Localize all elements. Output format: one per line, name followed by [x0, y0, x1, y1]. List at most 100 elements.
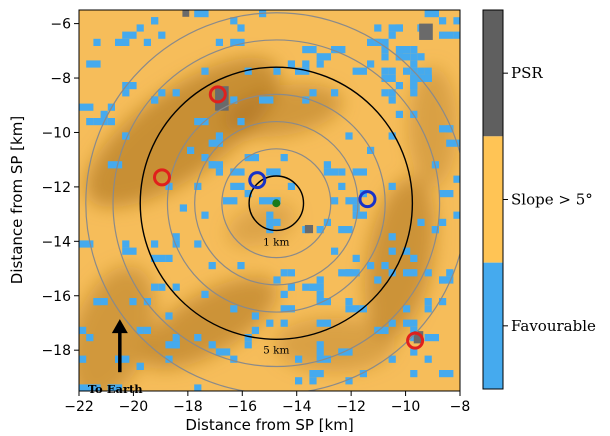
- favourable-pixel: [201, 154, 209, 162]
- favourable-pixel: [381, 89, 389, 97]
- favourable-pixel: [280, 154, 288, 162]
- terrain-shade: [85, 57, 280, 208]
- favourable-pixel: [93, 384, 101, 391]
- favourable-pixel: [403, 269, 418, 277]
- favourable-pixel: [266, 168, 281, 176]
- favourable-pixel: [316, 276, 324, 284]
- favourable-pixel: [403, 53, 411, 61]
- favourable-pixel: [86, 60, 101, 68]
- x-tick-label: −14: [282, 399, 312, 415]
- favourable-pixel: [352, 211, 367, 219]
- favourable-pixel: [287, 182, 295, 190]
- colorbar-label: Slope > 5°: [511, 191, 593, 209]
- x-tick-label: −10: [391, 399, 421, 415]
- favourable-pixel: [453, 175, 460, 183]
- favourable-pixel: [302, 96, 310, 104]
- site-red-2: [153, 168, 172, 187]
- y-tick-label: −12: [41, 180, 71, 196]
- favourable-pixel: [316, 348, 324, 356]
- favourable-pixel: [316, 341, 324, 349]
- favourable-pixel: [410, 53, 418, 61]
- favourable-pixel: [172, 341, 180, 349]
- ring-1km: [248, 175, 305, 232]
- favourable-pixel: [179, 204, 187, 212]
- favourable-pixel: [309, 377, 317, 385]
- y-tick: −8: [50, 71, 79, 87]
- favourable-pixel: [410, 74, 418, 82]
- favourable-pixel: [208, 262, 216, 270]
- favourable-pixel: [151, 254, 166, 262]
- favourable-pixel: [338, 226, 353, 234]
- favourable-pixel: [302, 46, 317, 54]
- x-tick: −10: [391, 391, 421, 415]
- x-tick: −22: [64, 391, 94, 415]
- favourable-pixel: [215, 38, 223, 46]
- colorbar-label: Favourable: [511, 317, 596, 335]
- y-tick: −6: [50, 17, 79, 33]
- favourable-pixel: [208, 161, 223, 169]
- favourable-pixel: [388, 67, 396, 75]
- favourable-pixel: [424, 74, 432, 82]
- favourable-pixel: [158, 31, 166, 39]
- favourable-pixel: [172, 89, 180, 97]
- colorbar-segment: [483, 262, 503, 389]
- favourable-pixel: [208, 341, 216, 349]
- x-tick-label: −8: [450, 399, 471, 415]
- favourable-pixel: [172, 233, 180, 241]
- favourable-pixel: [331, 46, 346, 54]
- favourable-pixel: [345, 132, 353, 140]
- favourable-pixel: [359, 370, 367, 378]
- favourable-pixel: [158, 89, 166, 97]
- favourable-pixel: [151, 240, 159, 248]
- terrain-shade: [364, 177, 436, 339]
- x-tick: −14: [282, 391, 312, 415]
- favourable-pixel: [93, 298, 101, 306]
- favourable-pixel: [100, 298, 108, 306]
- favourable-pixel: [338, 348, 353, 356]
- colorbar: PSR Slope > 5° Favourable: [482, 9, 596, 390]
- favourable-pixel: [93, 118, 108, 126]
- favourable-pixel: [129, 82, 137, 90]
- favourable-pixel: [79, 355, 87, 363]
- favourable-pixel: [395, 82, 403, 90]
- x-tick-label: −18: [173, 399, 203, 415]
- ring-6km: [112, 39, 441, 368]
- favourable-pixel: [446, 139, 460, 147]
- favourable-pixel: [86, 334, 94, 342]
- candidate-sites: [153, 85, 425, 350]
- psr-pixel: [182, 10, 190, 17]
- crater-center-marker: [272, 199, 281, 208]
- favourable-pixel: [424, 298, 432, 306]
- favourable-pixel: [381, 262, 389, 270]
- favourable-pixel: [424, 10, 439, 18]
- favourable-pixel: [338, 269, 353, 277]
- favourable-pixel: [136, 362, 144, 370]
- favourable-pixel: [223, 197, 238, 205]
- favourable-pixel: [374, 24, 382, 32]
- favourable-pixel: [309, 283, 324, 291]
- favourable-pixel: [287, 60, 295, 68]
- favourable-pixel: [280, 290, 288, 298]
- favourable-pixel: [244, 341, 252, 349]
- favourable-pixel: [439, 190, 454, 198]
- favourable-pixel: [280, 305, 295, 313]
- favourable-pixel: [388, 247, 396, 255]
- favourable-pixel: [122, 31, 137, 39]
- favourable-pixel: [280, 319, 288, 327]
- favourable-pixel: [79, 240, 94, 248]
- favourable-pixel: [410, 348, 418, 356]
- favourable-pixel: [172, 240, 180, 248]
- favourable-pixel: [417, 67, 425, 75]
- favourable-pixel: [122, 247, 137, 255]
- favourable-pixel: [230, 38, 245, 46]
- favourable-pixel: [359, 305, 367, 313]
- favourable-pixel: [172, 283, 180, 291]
- favourable-pixel: [345, 298, 353, 306]
- x-tick-label: −20: [119, 399, 149, 415]
- favourable-pixel: [381, 67, 389, 75]
- favourable-pixel: [158, 283, 166, 291]
- favourable-pixel: [244, 190, 252, 198]
- favourable-pixel: [316, 226, 324, 234]
- favourable-pixel: [323, 161, 331, 169]
